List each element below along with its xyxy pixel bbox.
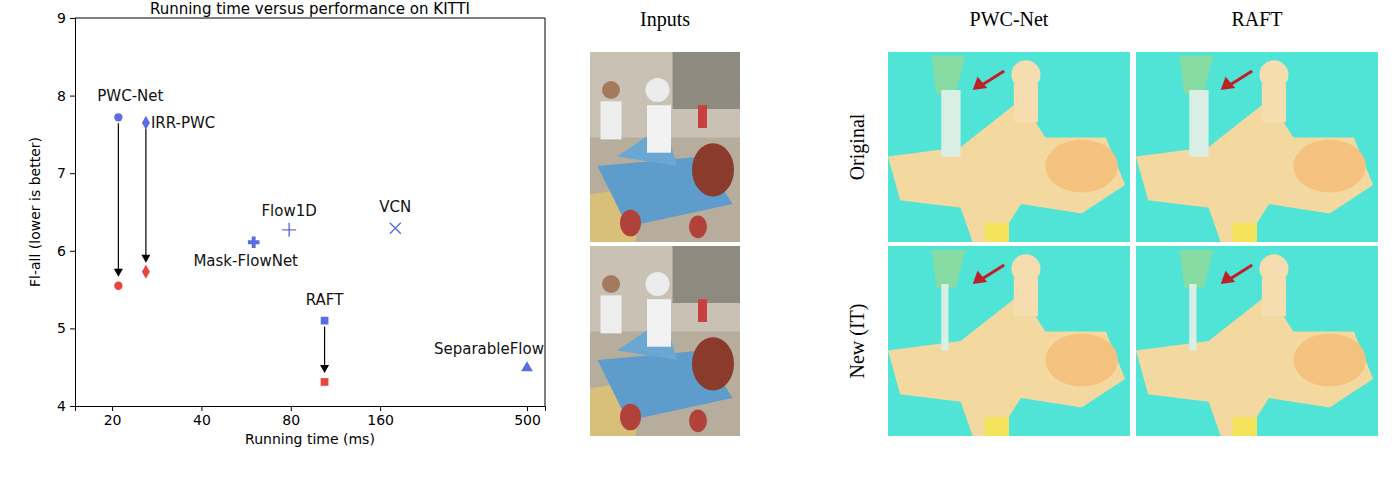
tick-mark <box>70 406 75 407</box>
input-image <box>590 246 740 436</box>
point-label: RAFT <box>306 291 344 309</box>
flow-image <box>888 246 1130 436</box>
point-label: PWC-Net <box>97 87 163 105</box>
tick-mark <box>70 18 75 19</box>
tick: 40 <box>193 406 211 428</box>
x-axis: 20 40 80 160 500 <box>76 406 546 428</box>
point <box>390 223 401 234</box>
row-title: Original <box>846 113 869 180</box>
y-axis: 4 5 6 7 8 9 <box>57 10 75 414</box>
tick: 8 <box>57 88 75 104</box>
point-labels: PWC-Net IRR-PWC Mask-FlowNet Flow1D VCN RAFT S… <box>97 87 544 358</box>
tick-mark <box>70 96 75 97</box>
tick-mark <box>291 406 292 411</box>
tick-label: 500 <box>514 412 541 428</box>
tick: 7 <box>57 165 75 181</box>
tick: 9 <box>57 10 75 26</box>
flow-image <box>1136 246 1378 436</box>
tick-mark <box>201 406 202 411</box>
arrow <box>145 129 146 260</box>
point <box>321 317 329 325</box>
tick: 160 <box>367 406 394 428</box>
tick-mark <box>527 406 528 411</box>
point <box>248 236 260 248</box>
tick: 5 <box>57 320 75 336</box>
tick-label: 160 <box>367 412 394 428</box>
tick-label: 6 <box>57 243 66 259</box>
arrow <box>118 123 119 273</box>
arrow-head <box>141 255 150 263</box>
column-title: PWC-Net <box>970 8 1049 30</box>
tick-label: 5 <box>57 320 66 336</box>
tick-mark <box>70 173 75 174</box>
point <box>114 282 122 290</box>
axis-line <box>76 407 546 412</box>
flow-image <box>888 52 1130 242</box>
point-label: IRR-PWC <box>151 114 215 132</box>
point <box>321 378 329 386</box>
figure: 20 40 80 160 500 4 5 6 7 8 9 Running time versus pe… <box>0 0 1396 500</box>
column-title: Inputs <box>640 8 690 31</box>
flow-image <box>1136 52 1378 242</box>
point-label: Flow1D <box>261 202 316 220</box>
arrow <box>324 327 325 370</box>
arrow-head <box>320 365 329 373</box>
point-label: VCN <box>379 198 411 216</box>
tick-mark <box>70 251 75 252</box>
tick-mark <box>70 328 75 329</box>
tick-label: 8 <box>57 88 66 104</box>
point-label: SeparableFlow <box>434 340 544 358</box>
chart: 20 40 80 160 500 4 5 6 7 8 9 Running time versus pe… <box>27 0 546 447</box>
tick: 6 <box>57 243 75 259</box>
tick: 500 <box>514 406 541 428</box>
point <box>142 265 150 279</box>
x-axis-title: Running time (ms) <box>245 431 375 447</box>
arrow-head <box>114 269 123 277</box>
tick-label: 4 <box>57 398 66 414</box>
tick-label: 20 <box>104 412 122 428</box>
point <box>142 116 150 130</box>
frame <box>545 18 546 406</box>
input-image <box>590 52 740 242</box>
tick-label: 40 <box>193 412 211 428</box>
y-axis-title: Fl-all (lower is better) <box>27 137 43 287</box>
chart-title: Running time versus performance on KITTI <box>150 0 470 18</box>
tick-mark <box>380 406 381 411</box>
image-panels: Inputs PWC-Net RAFT Original New (IT) <box>590 8 1378 436</box>
row-title: New (IT) <box>846 304 869 379</box>
tick: 4 <box>57 398 75 414</box>
tick-label: 7 <box>57 165 66 181</box>
point <box>114 113 122 121</box>
tick: 20 <box>104 406 122 428</box>
axis-line <box>70 19 76 407</box>
tick-label: 80 <box>282 412 300 428</box>
point <box>521 361 533 371</box>
tick-label: 9 <box>57 10 66 26</box>
tick: 80 <box>282 406 300 428</box>
column-title: RAFT <box>1231 8 1282 30</box>
point <box>282 223 296 237</box>
point-label: Mask-FlowNet <box>193 252 298 270</box>
tick-mark <box>112 406 113 411</box>
